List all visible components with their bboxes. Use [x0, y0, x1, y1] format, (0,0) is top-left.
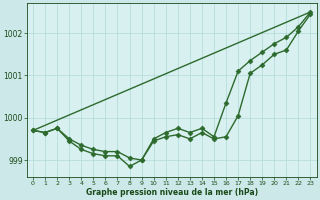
X-axis label: Graphe pression niveau de la mer (hPa): Graphe pression niveau de la mer (hPa) — [86, 188, 258, 197]
